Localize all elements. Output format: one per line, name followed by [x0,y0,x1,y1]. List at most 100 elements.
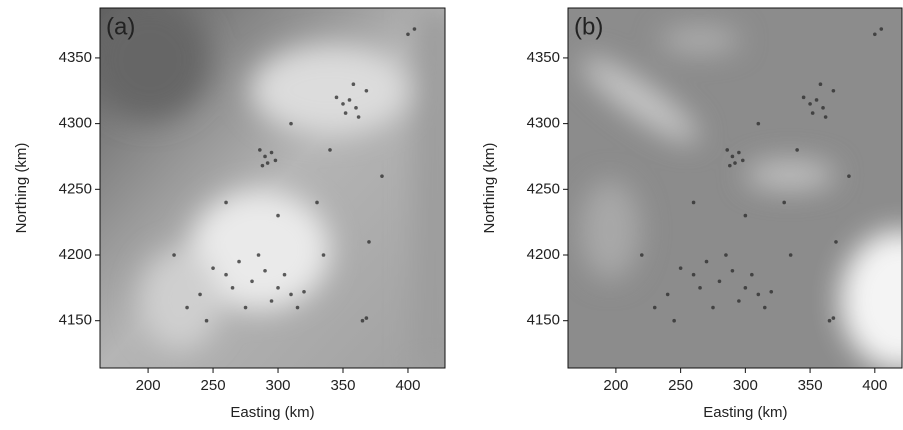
point [652,305,657,310]
point [263,268,267,273]
point [256,253,261,257]
point [260,163,265,168]
panel-label: (b) [574,13,603,40]
point [678,266,683,270]
x-tick-label: 400 [395,377,420,394]
point [788,253,793,257]
point [360,318,365,323]
point [810,111,815,115]
point [237,259,241,264]
point [343,111,348,115]
y-tick-label: 4350 [527,49,560,66]
point [321,253,326,257]
point [737,150,741,155]
point [341,102,345,106]
x-tick-label: 250 [668,377,693,394]
point [204,318,209,323]
point [743,213,748,218]
point [250,279,254,284]
point [367,240,371,244]
point [730,154,735,159]
x-axis-label: Easting (km) [230,404,314,421]
point [224,200,228,205]
point [827,318,832,323]
point [289,121,293,126]
y-axis-label: Northing (km) [481,143,498,234]
point [347,98,352,102]
point [295,305,300,310]
x-tick-label: 300 [266,377,291,394]
point [821,106,825,110]
point [873,32,877,37]
plot-frame [567,7,903,369]
point [269,150,274,155]
relief-background [100,8,445,368]
point [711,305,715,310]
x-tick-label: 250 [201,377,226,394]
point [831,316,836,320]
x-tick-label: 350 [798,377,823,394]
point [879,27,884,31]
point [276,286,280,290]
point [795,148,799,152]
y-tick-label: 4150 [527,312,560,329]
point [808,102,812,106]
point [289,292,293,297]
point [728,163,732,168]
point [269,299,274,303]
x-tick-label: 300 [733,377,758,394]
point [801,95,806,100]
point [412,27,417,31]
y-tick-label: 4200 [59,246,92,263]
point [725,148,730,152]
point [847,174,851,178]
point [258,148,262,152]
point [243,305,248,310]
point [756,292,761,297]
point [315,200,319,205]
point [698,286,702,290]
x-tick-label: 200 [136,377,161,394]
point [639,253,644,257]
point [356,115,361,119]
point [354,106,358,110]
y-tick-label: 4200 [527,246,560,263]
plot-frame [99,7,446,369]
point [717,279,722,284]
y-axis-label: Northing (km) [13,143,30,234]
y-tick-label: 4250 [59,180,92,197]
point [834,240,838,244]
x-axis-label: Easting (km) [703,404,787,421]
point [172,253,176,257]
point [737,299,741,303]
y-tick-label: 4350 [59,49,92,66]
point [276,213,280,218]
point [351,82,356,87]
point [185,305,189,310]
point [782,200,786,205]
slope-background [568,8,902,368]
point [740,158,745,163]
point [769,289,774,294]
point [704,259,709,264]
point [823,115,828,119]
point [733,161,737,165]
point [691,200,696,205]
point [831,88,836,93]
point [756,121,761,126]
point [406,32,410,37]
y-tick-label: 4250 [527,180,560,197]
point [265,161,270,165]
point [724,253,728,257]
point [198,292,202,297]
point [334,95,339,100]
point [672,318,676,323]
point [814,98,819,102]
point [364,316,369,320]
panel-label: (a) [106,13,135,40]
point [818,82,823,87]
point [750,272,754,277]
point [302,289,306,294]
x-tick-label: 400 [862,377,887,394]
